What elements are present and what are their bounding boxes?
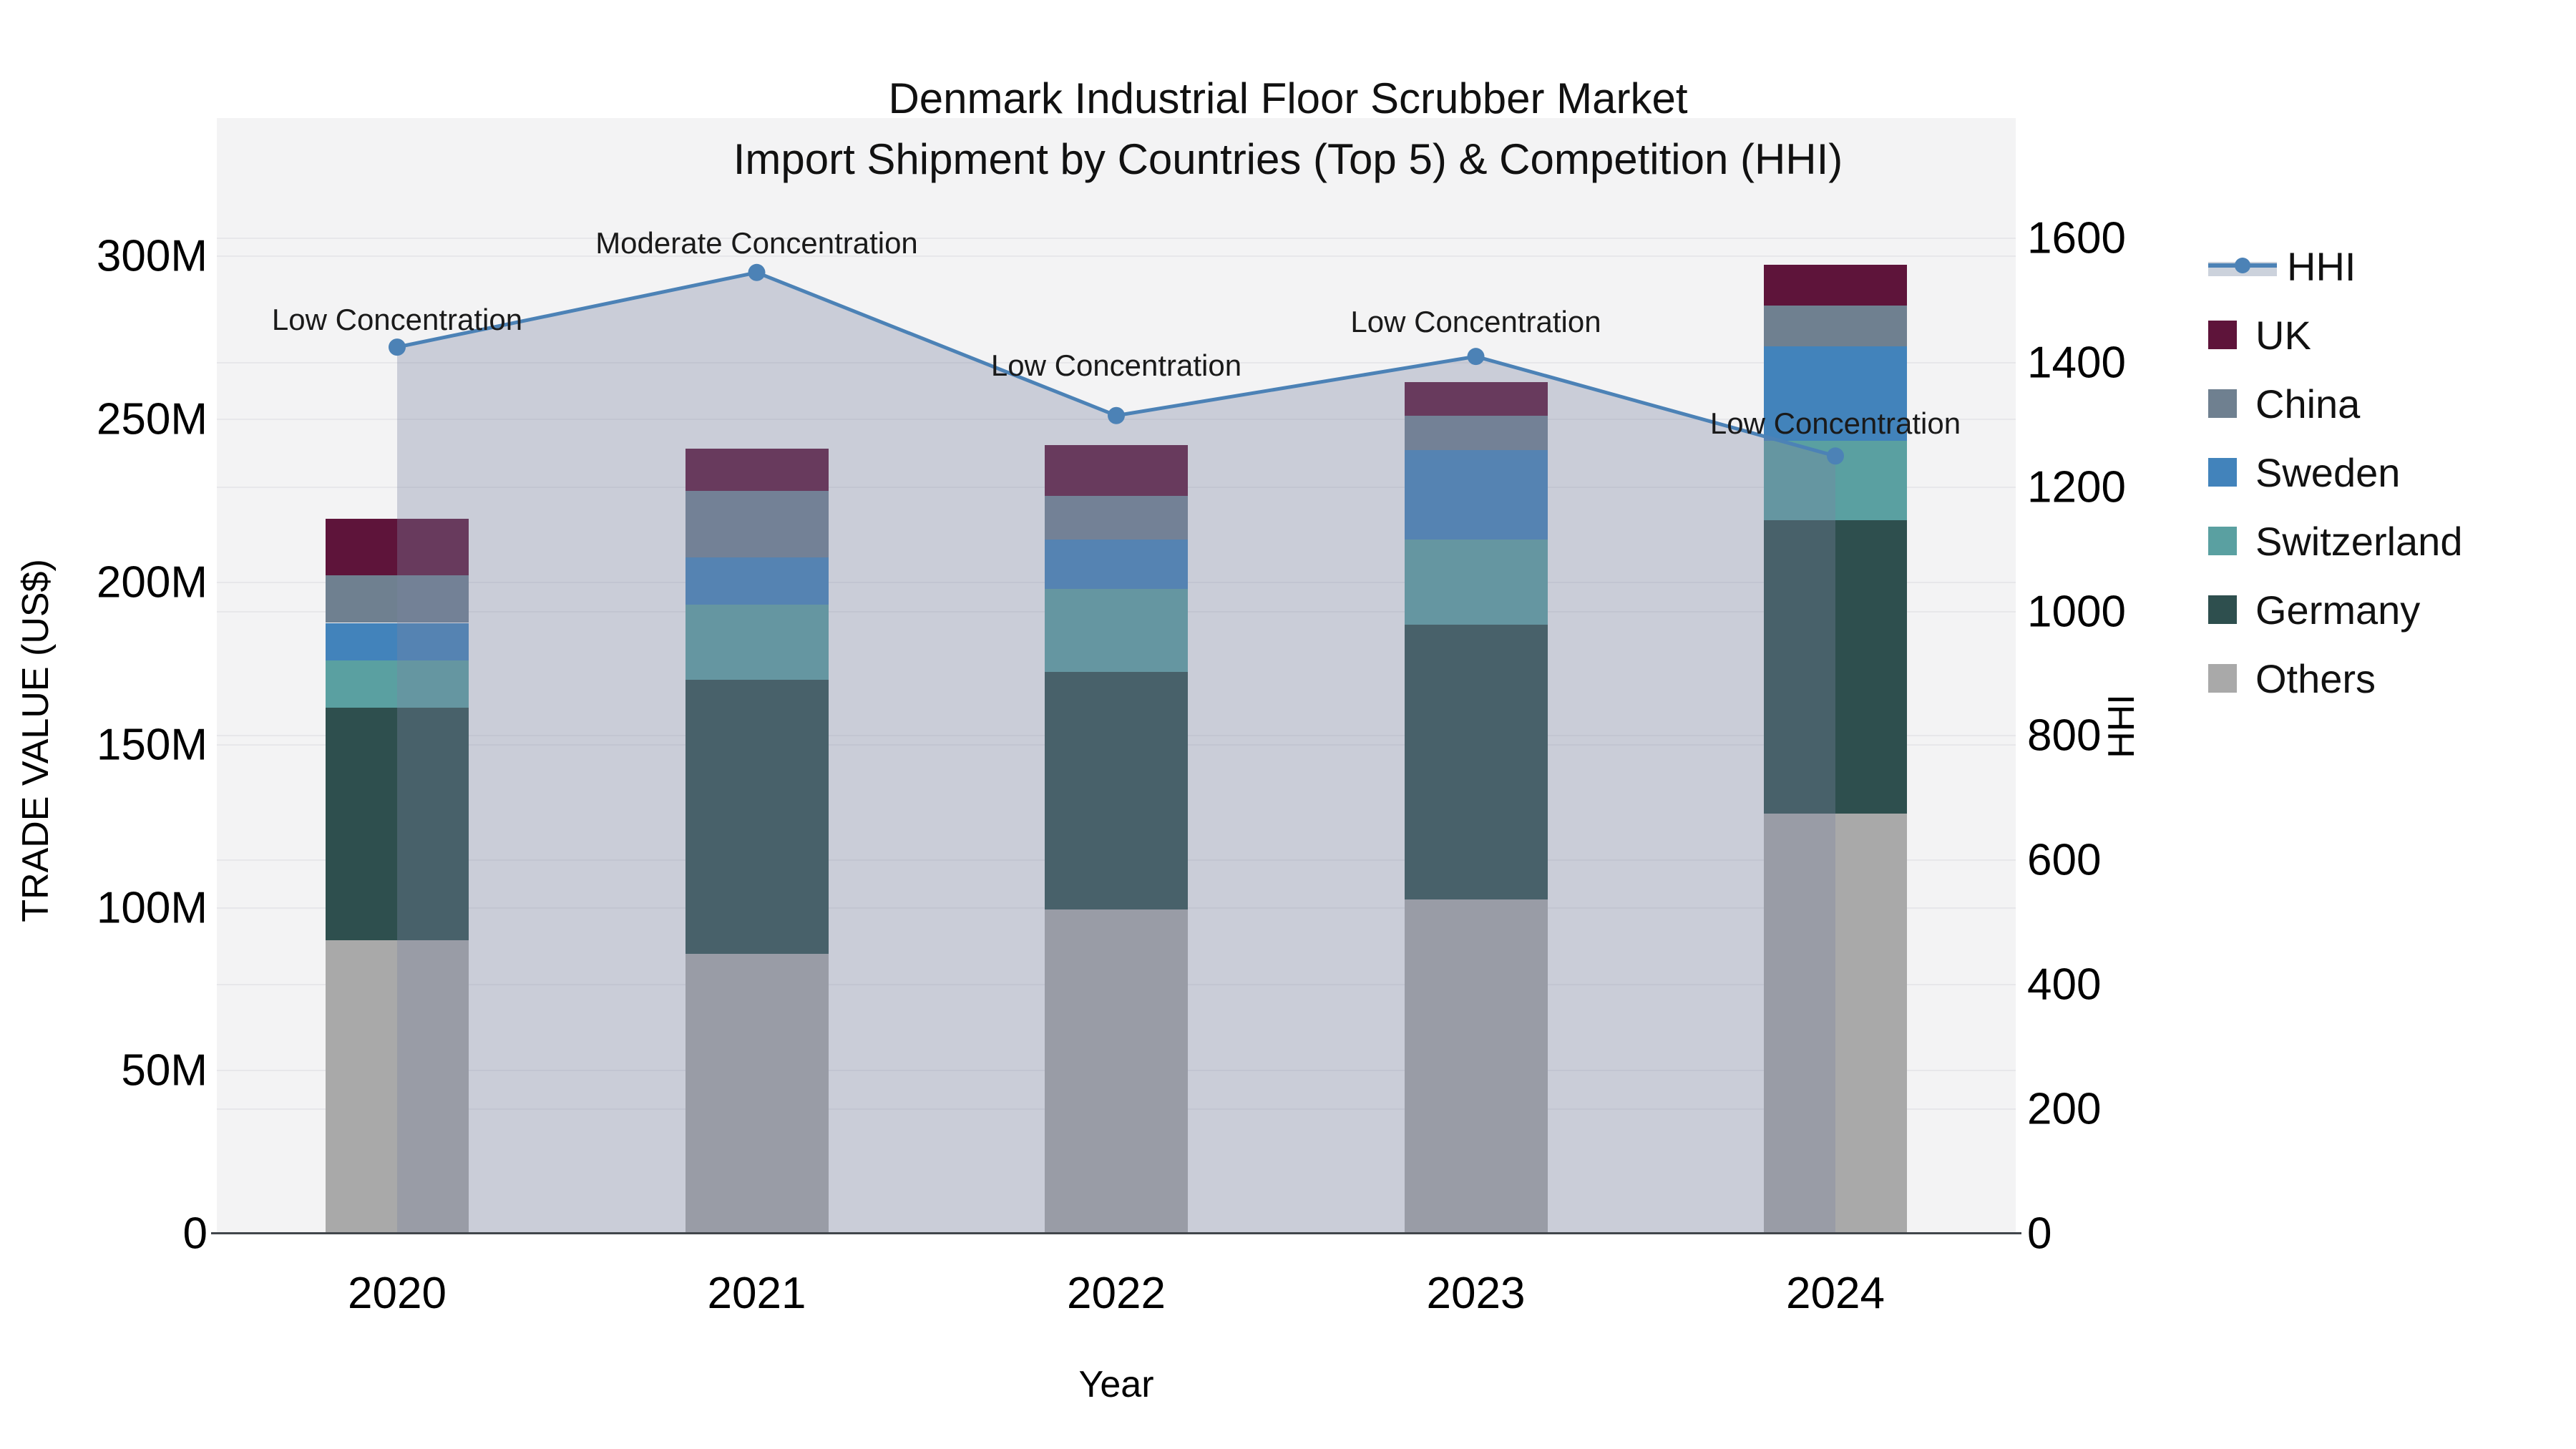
annotation-2020: Low Concentration <box>271 303 523 337</box>
annotation-2024: Low Concentration <box>1709 406 1961 441</box>
x-tick-2021: 2021 <box>707 1269 806 1318</box>
y-right-tick-400: 400 <box>2027 960 2102 1010</box>
bar-segment-germany-2024 <box>1764 520 1907 814</box>
bar-segment-china-2024 <box>1764 305 1907 346</box>
bar-segment-others-2024 <box>1764 813 1907 1234</box>
legend-swatch-germany <box>2208 595 2237 624</box>
gridline-left-300M <box>217 255 2016 258</box>
bar-segment-sweden-2024 <box>1764 346 1907 441</box>
bar-segment-china-2023 <box>1404 416 1548 451</box>
bar-segment-china-2020 <box>326 575 469 623</box>
legend-item-others[interactable]: Others <box>2208 655 2376 701</box>
legend-label-china: China <box>2255 381 2361 426</box>
legend-item-sweden[interactable]: Sweden <box>2208 449 2401 495</box>
bar-segment-sweden-2021 <box>685 557 829 605</box>
bar-segment-germany-2021 <box>685 680 829 954</box>
bar-segment-china-2022 <box>1045 495 1188 540</box>
y-axis-title-left: TRADE VALUE (US$) <box>15 559 57 922</box>
legend-label-uk: UK <box>2255 312 2311 358</box>
legend-item-hhi[interactable]: HHI <box>2208 243 2356 289</box>
x-tick-2024: 2024 <box>1786 1269 1885 1318</box>
legend-swatch-uk <box>2208 321 2237 349</box>
y-left-tick-0: 0 <box>182 1209 208 1259</box>
bar-segment-sweden-2020 <box>326 623 469 660</box>
annotation-2021: Moderate Concentration <box>595 225 918 260</box>
bar-segment-others-2021 <box>685 953 829 1234</box>
y-left-tick-50M: 50M <box>121 1045 208 1096</box>
legend-swatch-switzerland <box>2208 527 2237 555</box>
legend-label-germany: Germany <box>2255 587 2421 633</box>
y-right-tick-1000: 1000 <box>2027 587 2126 637</box>
y-right-tick-1600: 1600 <box>2027 213 2126 263</box>
bar-segment-others-2023 <box>1404 899 1548 1234</box>
bar-segment-switzerland-2021 <box>685 605 829 680</box>
y-right-tick-1200: 1200 <box>2027 462 2126 512</box>
legend-item-china[interactable]: China <box>2208 381 2361 426</box>
bar-segment-uk-2024 <box>1764 264 1907 306</box>
y-right-tick-0: 0 <box>2027 1209 2052 1259</box>
chart-title-line1: Denmark Industrial Floor Scrubber Market <box>888 74 1688 122</box>
y-axis-title-right: HHI <box>2101 694 2142 758</box>
legend-label-switzerland: Switzerland <box>2255 518 2463 564</box>
y-right-tick-800: 800 <box>2027 711 2102 761</box>
hhi-marker-2022 <box>1108 406 1125 424</box>
legend-swatch-china <box>2208 389 2237 418</box>
bar-segment-switzerland-2020 <box>326 660 469 708</box>
bar-segment-uk-2020 <box>326 518 469 576</box>
x-axis-line <box>211 1232 2021 1234</box>
legend-label-others: Others <box>2255 655 2376 701</box>
legend-label-hhi: HHI <box>2287 243 2356 289</box>
y-right-tick-1400: 1400 <box>2027 338 2126 388</box>
chart-title-line2: Import Shipment by Countries (Top 5) & C… <box>733 135 1843 183</box>
legend-swatch-sweden <box>2208 458 2237 487</box>
bar-segment-uk-2022 <box>1045 445 1188 496</box>
legend-label-sweden: Sweden <box>2255 449 2401 495</box>
hhi-marker-2024 <box>1827 447 1844 465</box>
bar-segment-china-2021 <box>685 491 829 558</box>
bar-segment-germany-2022 <box>1045 671 1188 910</box>
bar-segment-uk-2021 <box>685 448 829 492</box>
y-left-tick-100M: 100M <box>96 883 208 933</box>
x-tick-2023: 2023 <box>1426 1269 1526 1318</box>
y-left-tick-300M: 300M <box>96 231 208 281</box>
hhi-marker-2020 <box>389 338 406 356</box>
legend-item-germany[interactable]: Germany <box>2208 587 2421 633</box>
gridline-right-1400 <box>217 361 2016 364</box>
hhi-marker-2021 <box>748 263 766 281</box>
y-right-tick-200: 200 <box>2027 1084 2102 1134</box>
bar-segment-sweden-2022 <box>1045 540 1188 589</box>
y-left-tick-250M: 250M <box>96 394 208 444</box>
x-tick-2022: 2022 <box>1067 1269 1166 1318</box>
bar-segment-germany-2023 <box>1404 624 1548 900</box>
gridline-right-1600 <box>217 237 2016 239</box>
hhi-area-fill <box>397 272 1835 1234</box>
legend-swatch-others <box>2208 664 2237 693</box>
legend-item-uk[interactable]: UK <box>2208 312 2311 358</box>
x-axis-title: Year <box>1078 1364 1154 1405</box>
hhi-marker-2023 <box>1467 348 1485 366</box>
bar-segment-uk-2023 <box>1404 381 1548 416</box>
hhi-legend-line-icon <box>2208 252 2277 280</box>
y-right-tick-600: 600 <box>2027 835 2102 885</box>
bar-segment-switzerland-2023 <box>1404 540 1548 625</box>
annotation-2022: Low Concentration <box>990 348 1242 382</box>
bar-segment-others-2020 <box>326 940 469 1234</box>
bar-segment-others-2022 <box>1045 909 1188 1234</box>
y-left-tick-200M: 200M <box>96 557 208 608</box>
legend-item-switzerland[interactable]: Switzerland <box>2208 518 2463 564</box>
bar-segment-sweden-2023 <box>1404 450 1548 540</box>
hhi-line-area <box>389 263 1844 1234</box>
annotation-2023: Low Concentration <box>1350 305 1601 339</box>
bar-segment-germany-2020 <box>326 707 469 941</box>
y-left-tick-150M: 150M <box>96 720 208 770</box>
x-tick-2020: 2020 <box>348 1269 447 1318</box>
bar-segment-switzerland-2022 <box>1045 588 1188 672</box>
